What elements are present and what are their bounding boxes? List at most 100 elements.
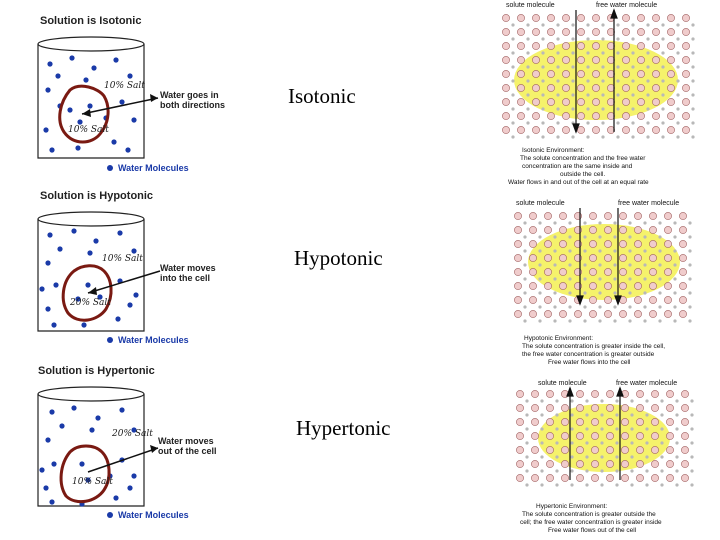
free-water-molecule [661,51,665,55]
solute-molecule [679,212,687,220]
solute-molecule [592,126,600,134]
free-water-molecule [600,427,604,431]
free-water-molecule [628,277,632,281]
free-water-molecule [601,23,605,27]
solute-molecule [667,28,675,36]
solute-molecule [577,28,585,36]
free-water-molecule [526,79,530,83]
free-water-molecule [628,249,632,253]
outside-salt-label: 10% Salt [104,81,145,91]
solute-molecule [637,14,645,22]
solute-molecule [592,56,600,64]
free-water-molecule [628,319,632,323]
water-molecule [95,415,101,421]
free-water-molecule [688,235,692,239]
free-water-molecule [601,79,605,83]
free-water-molecule [511,65,515,69]
caption-line: Isotonic Environment: [522,147,585,154]
free-water-molecule [643,263,647,267]
solute-molecule [591,474,599,482]
flow-arrow [87,445,159,473]
water-molecule [117,230,123,236]
free-water-molecule [555,441,559,445]
free-water-molecule [660,483,664,487]
free-water-molecule [688,249,692,253]
solute-molecule [679,310,687,318]
free-water-molecule [568,277,572,281]
solute-molecule [667,126,675,134]
caption-line: The solute concentration and the free wa… [520,155,646,162]
solute-molecule [589,240,597,248]
free-water-molecule [661,107,665,111]
free-water-molecule [615,399,619,403]
free-water-molecule [585,469,589,473]
free-water-molecule [643,221,647,225]
free-water-molecule [540,441,544,445]
caption-line: The solute concentration is greater insi… [522,343,665,350]
solute-molecule [576,474,584,482]
free-water-molecule [555,399,559,403]
solute-molecule [619,254,627,262]
free-water-molecule [586,121,590,125]
free-water-molecule [658,277,662,281]
cell-outline [61,264,113,322]
free-water-molecule [538,277,542,281]
free-water-molecule [526,93,530,97]
solute-molecule [622,14,630,22]
solute-molecule [517,14,525,22]
free-water-molecule [643,249,647,253]
free-water-molecule [691,107,695,111]
free-water-molecule [555,455,559,459]
free-water-molecule [660,399,664,403]
free-water-molecule [690,441,694,445]
free-water-molecule [613,319,617,323]
free-water-molecule [538,221,542,225]
free-water-molecule [691,37,695,41]
solute-molecule [637,28,645,36]
flow-arrow [81,94,159,117]
water-molecule [49,499,55,505]
free-water-molecule [631,121,635,125]
free-water-molecule [555,483,559,487]
solute-molecule [681,418,689,426]
solute-molecule [621,404,629,412]
solute-molecule [544,310,552,318]
solute-molecule [634,254,642,262]
solute-molecule [649,240,657,248]
solute-molecule [666,474,674,482]
solute-molecule [531,474,539,482]
solute-molecule [591,404,599,412]
solute-molecule [591,418,599,426]
free-water-molecule [690,483,694,487]
solute-molecule [559,268,567,276]
solute-molecule [561,446,569,454]
free-water-molecule [568,319,572,323]
free-water-molecule [688,305,692,309]
solute-molecule [621,460,629,468]
solute-molecule [546,474,554,482]
free-water-molecule [553,305,557,309]
solute-molecule-label: solute molecule [538,380,587,387]
free-water-molecule [511,23,515,27]
solute-molecule [529,268,537,276]
solute-molecule [517,70,525,78]
solute-molecule [531,418,539,426]
solute-molecule [529,226,537,234]
water-molecule [85,282,91,288]
free-water-molecule [616,65,620,69]
free-water-molecule [570,469,574,473]
free-water-molecule [661,23,665,27]
free-water-molecule [646,107,650,111]
free-water-molecule [643,235,647,239]
free-water-molecule [523,249,527,253]
solute-molecule [637,98,645,106]
solute-molecule [532,70,540,78]
free-water-molecule [568,291,572,295]
free-water-molecule [541,121,545,125]
solute-molecule [651,432,659,440]
solute-molecule [561,474,569,482]
solute-molecule [664,254,672,262]
free-water-label: free water molecule [618,200,679,207]
free-water-molecule [673,305,677,309]
solute-molecule [517,126,525,134]
